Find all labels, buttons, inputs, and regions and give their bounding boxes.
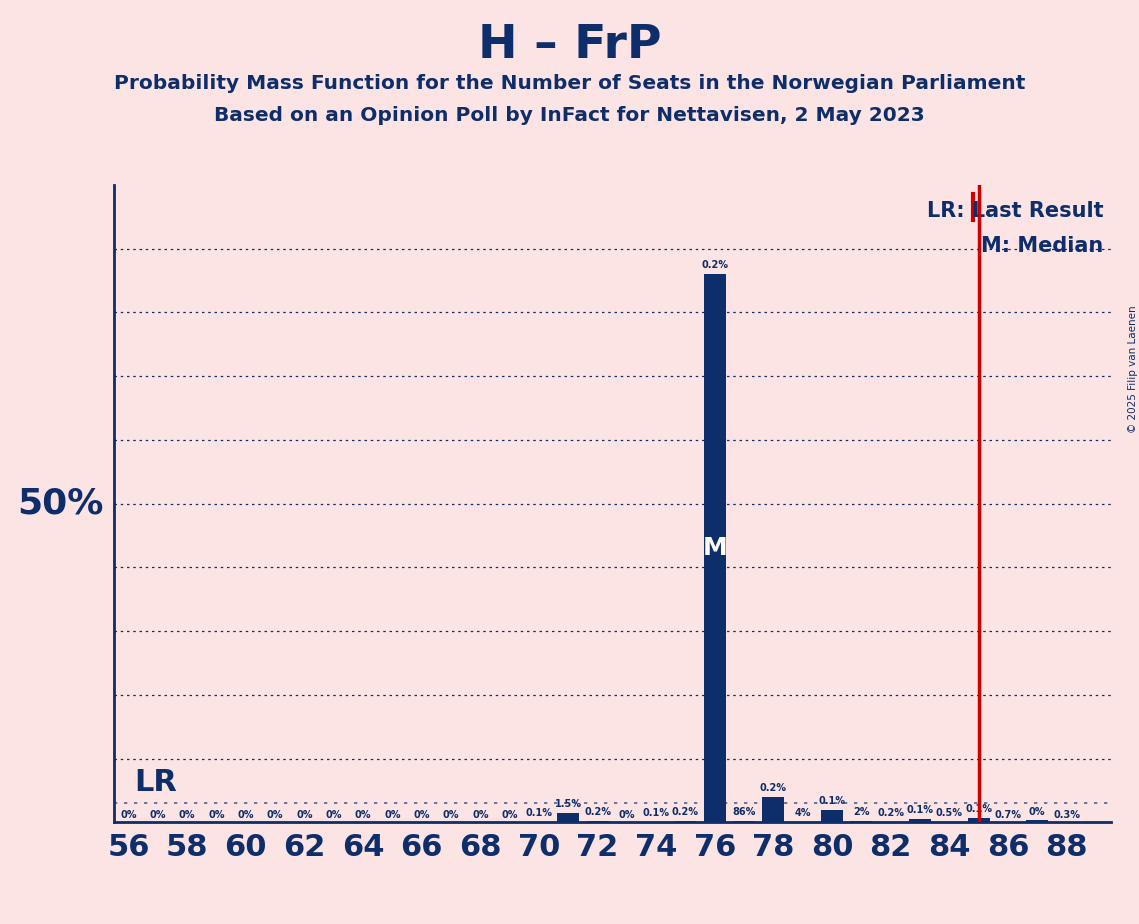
Text: 2%: 2% [853,808,869,817]
Text: 0%: 0% [501,810,518,821]
Text: 4%: 4% [795,808,811,818]
Text: 1.5%: 1.5% [555,799,582,809]
Text: © 2025 Filip van Laenen: © 2025 Filip van Laenen [1129,306,1138,433]
Bar [821,809,843,822]
Bar [587,821,608,822]
Bar [704,274,726,822]
Text: 0.1%: 0.1% [907,806,934,815]
Bar [1026,821,1048,822]
Text: 0%: 0% [149,810,166,821]
Text: 0.1%: 0.1% [965,804,992,814]
Text: 0%: 0% [179,810,196,821]
Text: LR: LR [134,768,178,796]
Text: 0%: 0% [326,810,342,821]
Bar [762,796,785,822]
Text: M: Median: M: Median [982,236,1104,256]
Text: 0.1%: 0.1% [642,808,670,818]
Text: LR: Last Result: LR: Last Result [927,201,1104,221]
Text: 0.1%: 0.1% [819,796,845,806]
Text: 0.2%: 0.2% [702,261,728,270]
Text: H – FrP: H – FrP [477,23,662,68]
Text: 0.2%: 0.2% [877,808,904,818]
Text: 0.2%: 0.2% [760,783,787,793]
Bar [968,818,990,822]
Text: 0%: 0% [413,810,429,821]
Text: M: M [703,536,727,560]
Bar [909,820,931,822]
Text: 0.2%: 0.2% [672,808,699,817]
Text: 0%: 0% [296,810,313,821]
Bar [851,821,872,822]
Text: 50%: 50% [17,487,104,520]
Text: 0.7%: 0.7% [994,810,1022,821]
Text: 0%: 0% [355,810,371,821]
Text: 0%: 0% [472,810,489,821]
Bar [734,821,755,822]
Text: Based on an Opinion Poll by InFact for Nettavisen, 2 May 2023: Based on an Opinion Poll by InFact for N… [214,106,925,126]
Text: 0%: 0% [618,810,636,821]
Text: 0%: 0% [1029,807,1046,817]
Text: 0%: 0% [238,810,254,821]
Bar [557,813,580,822]
Text: 0%: 0% [267,810,284,821]
Text: Probability Mass Function for the Number of Seats in the Norwegian Parliament: Probability Mass Function for the Number… [114,74,1025,93]
Text: 0.2%: 0.2% [584,808,611,817]
Bar [674,821,696,822]
Text: 0.1%: 0.1% [525,808,552,818]
Text: 0%: 0% [443,810,459,821]
Text: 0.5%: 0.5% [936,808,962,818]
Text: 0%: 0% [384,810,401,821]
Text: 0%: 0% [208,810,224,821]
Text: 86%: 86% [732,808,756,817]
Text: 0%: 0% [121,810,137,821]
Text: 0.3%: 0.3% [1054,810,1080,821]
